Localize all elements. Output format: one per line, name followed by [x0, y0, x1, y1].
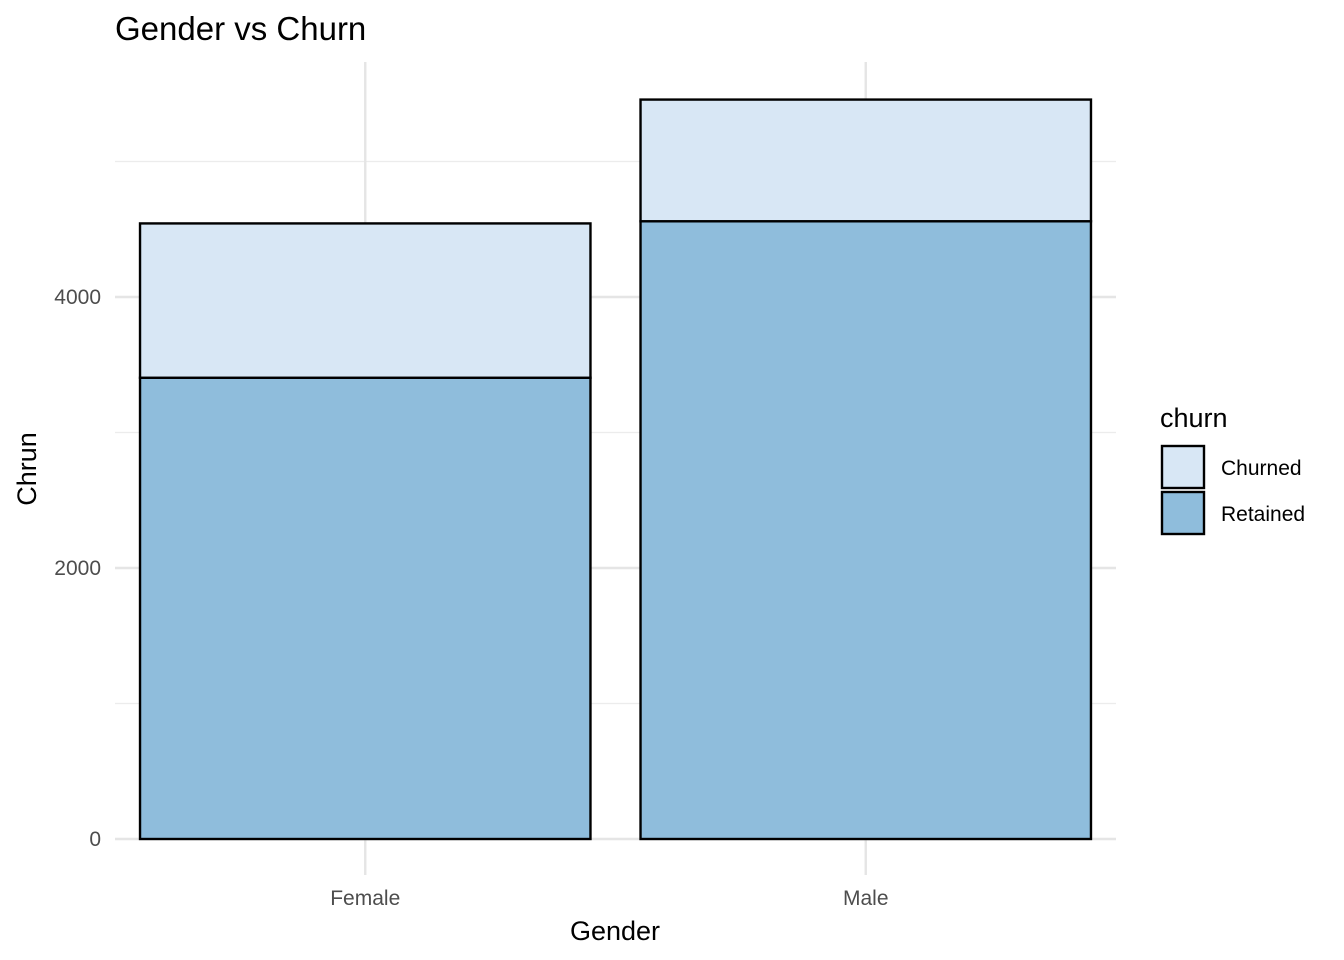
legend-label-churned: Churned [1221, 457, 1302, 480]
bars [138, 98, 1093, 841]
legend-key-churned [1160, 444, 1206, 490]
legend-label-retained: Retained [1221, 503, 1305, 526]
chart-title: Gender vs Churn [115, 10, 366, 47]
x-tick-label: Female [330, 887, 400, 910]
x-axis-title: Gender [570, 916, 660, 946]
legend-key-retained [1160, 490, 1206, 536]
legend-items: Churned Retained [1160, 444, 1305, 536]
bar-male-retained [639, 220, 1093, 841]
y-tick-label: 4000 [54, 286, 101, 309]
x-tick-label: Male [843, 887, 889, 910]
legend: churn Churned Retained [1160, 403, 1305, 536]
y-tick-label: 0 [89, 828, 101, 851]
y-tick-labels: 0 2000 4000 [54, 286, 101, 851]
x-tick-labels: Female Male [330, 887, 888, 910]
y-tick-label: 2000 [54, 557, 101, 580]
bar-female-churned [138, 222, 592, 379]
y-axis-title: Chrun [12, 432, 42, 506]
legend-title: churn [1160, 403, 1228, 433]
bar-male-churned [639, 98, 1093, 223]
bar-female-retained [138, 376, 592, 841]
